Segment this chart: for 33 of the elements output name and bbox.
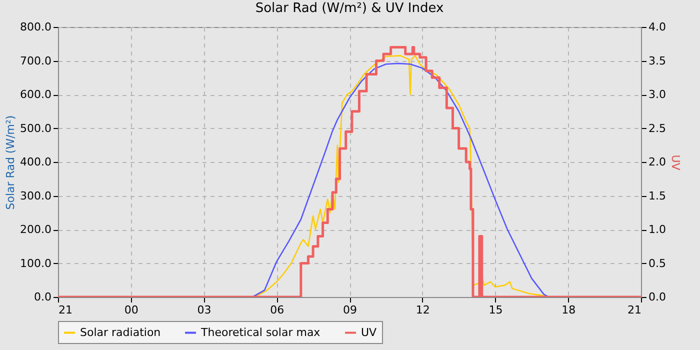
y-tick-label: 0.0: [34, 290, 52, 304]
y2-tick-label: 0.0: [648, 290, 666, 304]
y-tick-label: 500.0: [20, 122, 52, 135]
x-tick-label: 18: [562, 304, 576, 316]
y-tick-label: 400.0: [20, 156, 52, 168]
x-tick-label: 03: [197, 304, 212, 316]
y2-axis-title: UV: [668, 154, 682, 171]
y2-tick-label: 1.0: [648, 223, 666, 236]
y-tick-label: 300.0: [20, 189, 52, 202]
y2-tick-label: 1.5: [648, 189, 666, 202]
chart-title: Solar Rad (W/m²) & UV Index: [255, 1, 444, 16]
y-tick-label: 100.0: [20, 256, 52, 270]
y-tick-label: 800.0: [20, 20, 52, 34]
y-axis-title: Solar Rad (W/m²): [4, 115, 18, 210]
y2-tick-label: 2.5: [648, 122, 666, 135]
y2-tick-label: 3.0: [648, 88, 666, 101]
y2-tick-label: 0.5: [648, 256, 666, 270]
y2-tick-label: 3.5: [648, 54, 666, 68]
x-tick-label: 21: [628, 304, 642, 316]
x-tick-label: 15: [488, 304, 503, 316]
y-tick-label: 200.0: [20, 223, 52, 236]
x-tick-label: 12: [416, 304, 430, 316]
y2-tick-label: 2.0: [648, 156, 666, 168]
x-tick-label: 06: [270, 304, 284, 316]
x-tick-label: 00: [124, 304, 138, 316]
x-tick-label: 21: [58, 304, 72, 316]
legend-label: Solar radiation: [80, 326, 161, 339]
legend-label: Theoretical solar max: [200, 326, 321, 339]
y-tick-label: 700.0: [20, 54, 52, 68]
y2-tick-label: 4.0: [648, 20, 666, 34]
legend-label: UV: [361, 326, 378, 339]
y-tick-label: 600.0: [20, 88, 52, 101]
x-tick-label: 09: [343, 304, 357, 316]
